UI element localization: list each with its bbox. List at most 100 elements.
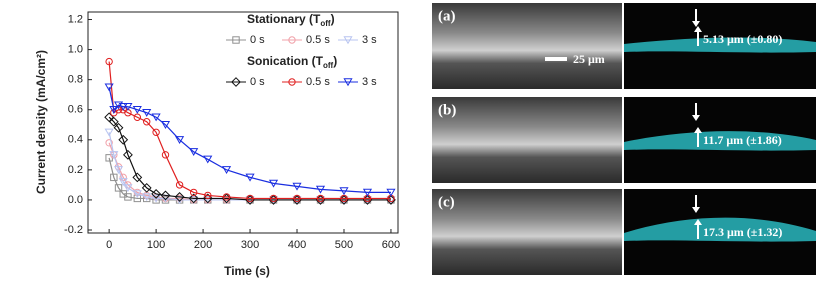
marker bbox=[124, 193, 132, 201]
marker bbox=[142, 193, 152, 202]
y-tick-label: 0.8 bbox=[68, 74, 83, 86]
y-tick-label: 0.6 bbox=[68, 104, 83, 116]
marker bbox=[133, 113, 142, 121]
x-tick-label: 400 bbox=[288, 239, 306, 251]
marker bbox=[343, 78, 353, 87]
marker bbox=[152, 128, 160, 136]
marker bbox=[108, 116, 119, 127]
legend-title-part: ) bbox=[331, 12, 335, 26]
marker bbox=[174, 192, 185, 202]
series-line bbox=[108, 87, 391, 194]
marker bbox=[222, 193, 231, 201]
legend-label: 0 s bbox=[250, 34, 265, 46]
marker bbox=[110, 173, 118, 182]
marker bbox=[123, 184, 133, 193]
eds-layer bbox=[624, 37, 816, 53]
arrow-head bbox=[694, 26, 702, 32]
y-tick-label: -0.2 bbox=[64, 224, 83, 236]
marker bbox=[268, 179, 279, 188]
legend-title: Stationary (Toff) bbox=[247, 12, 335, 28]
sem-image bbox=[432, 189, 622, 275]
marker bbox=[203, 155, 213, 164]
panel-label: (a) bbox=[438, 8, 456, 24]
marker bbox=[246, 194, 254, 203]
x-tick-label: 100 bbox=[147, 239, 165, 251]
marker bbox=[316, 194, 325, 203]
panel-label: (b) bbox=[438, 102, 456, 118]
marker bbox=[245, 173, 255, 182]
x-tick-label: 500 bbox=[335, 239, 353, 251]
marker bbox=[339, 187, 349, 196]
legend-label: 0 s bbox=[250, 76, 265, 88]
thickness-label: 5.13 μm (±0.80) bbox=[703, 32, 782, 46]
y-tick-label: 1.0 bbox=[68, 43, 83, 55]
marker bbox=[132, 190, 142, 199]
marker bbox=[288, 78, 296, 86]
sem-image bbox=[432, 3, 622, 89]
marker bbox=[113, 166, 124, 175]
marker bbox=[161, 151, 170, 159]
series-line bbox=[108, 116, 391, 201]
thickness-label: 17.3 μm (±1.32) bbox=[703, 225, 782, 239]
legend-label: 0.5 s bbox=[306, 76, 330, 88]
marker bbox=[142, 109, 152, 117]
marker bbox=[123, 149, 133, 160]
y-tick-label: 0.0 bbox=[68, 194, 83, 206]
marker bbox=[288, 36, 296, 44]
marker bbox=[109, 106, 119, 114]
marker bbox=[175, 136, 185, 144]
eds-layer bbox=[624, 131, 816, 151]
marker bbox=[114, 184, 123, 192]
panel-label: (c) bbox=[438, 194, 455, 210]
y-tick-label: 0.4 bbox=[68, 134, 83, 146]
arrow-head bbox=[694, 219, 702, 225]
marker bbox=[132, 106, 142, 114]
marker bbox=[118, 103, 128, 111]
eds-layer bbox=[624, 217, 816, 242]
series-line bbox=[108, 157, 391, 201]
scale-bar bbox=[545, 57, 567, 61]
arrow-head bbox=[692, 21, 700, 27]
marker bbox=[104, 83, 114, 92]
arrow-head bbox=[692, 115, 700, 121]
scale-bar-label: 25 μm bbox=[573, 52, 605, 66]
marker bbox=[292, 182, 302, 191]
marker bbox=[160, 121, 171, 129]
marker bbox=[188, 193, 199, 204]
marker bbox=[141, 182, 152, 193]
x-axis-label: Time (s) bbox=[224, 264, 270, 278]
y-tick-label: 0.2 bbox=[68, 164, 83, 176]
marker bbox=[189, 196, 199, 205]
marker bbox=[189, 148, 199, 157]
legend-title: Sonication (Toff) bbox=[247, 54, 337, 70]
marker bbox=[343, 36, 353, 45]
marker bbox=[143, 118, 151, 126]
marker bbox=[232, 36, 240, 44]
marker bbox=[221, 166, 232, 175]
marker bbox=[109, 151, 119, 160]
marker bbox=[231, 77, 241, 87]
x-tick-label: 200 bbox=[194, 239, 212, 251]
marker bbox=[113, 122, 124, 133]
marker bbox=[362, 188, 373, 197]
y-axis-label: Current density (mA/cm²) bbox=[34, 50, 48, 194]
x-tick-label: 0 bbox=[106, 239, 112, 251]
marker bbox=[151, 189, 162, 199]
marker bbox=[151, 113, 161, 122]
marker bbox=[293, 194, 301, 203]
marker bbox=[203, 196, 213, 205]
marker bbox=[189, 188, 198, 197]
x-tick-label: 300 bbox=[241, 239, 259, 251]
legend-label: 3 s bbox=[362, 76, 377, 88]
legend-title-part: off bbox=[323, 61, 334, 70]
marker bbox=[104, 128, 114, 137]
sem-image bbox=[432, 97, 622, 183]
legend-label: 3 s bbox=[362, 34, 377, 46]
legend-label: 0.5 s bbox=[306, 34, 330, 46]
legend-title-part: ) bbox=[333, 54, 337, 68]
marker bbox=[123, 103, 133, 111]
marker bbox=[386, 188, 396, 197]
legend-title-part: Stationary (T bbox=[247, 12, 321, 26]
marker bbox=[160, 190, 171, 201]
plot-frame bbox=[87, 11, 399, 234]
